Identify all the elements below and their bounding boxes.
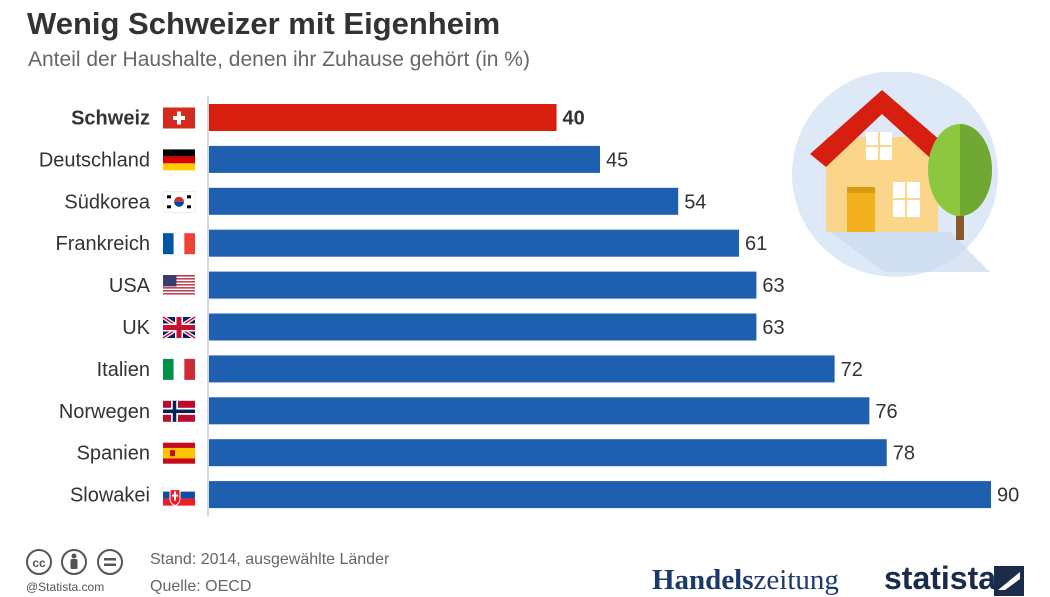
bar-norwegen [209, 397, 870, 425]
flag-kr-icon [162, 191, 196, 213]
by-icon [61, 549, 87, 575]
bar-italien [209, 355, 835, 383]
chart-title: Wenig Schweizer mit Eigenheim [27, 6, 501, 41]
category-label: Spanien [77, 443, 150, 465]
value-label: 40 [563, 108, 585, 130]
bar-uk [209, 313, 757, 341]
logo-hz-bold: Handels [652, 564, 754, 596]
value-label: 63 [762, 275, 784, 297]
house-icon [792, 72, 998, 277]
category-label: UK [122, 317, 150, 339]
footnote-status: Stand: 2014, ausgewählte Länder [150, 551, 390, 568]
cc-icon: cc [26, 549, 52, 575]
flag-es-icon [163, 442, 195, 464]
category-label: Deutschland [39, 149, 150, 171]
creative-commons-icons: cc [26, 549, 123, 575]
svg-text:cc: cc [32, 556, 46, 570]
footnote-source: Quelle: OECD [150, 578, 252, 595]
category-label: Frankreich [56, 233, 150, 255]
flag-no-icon [163, 400, 195, 422]
logo-hz-light: zeitung [753, 564, 839, 596]
value-label: 54 [684, 191, 706, 213]
category-label: Slowakei [70, 485, 150, 507]
bar-spanien [209, 439, 887, 467]
nd-icon [97, 549, 123, 575]
bar-schweiz [209, 104, 557, 131]
statista-logo[interactable]: statista [884, 560, 997, 596]
category-label: USA [109, 275, 151, 297]
bar-usa [209, 271, 757, 299]
value-label: 72 [841, 359, 863, 381]
bar-slowakei [209, 481, 991, 509]
statista-credit: @Statista.com [26, 580, 105, 594]
flag-uk-icon [161, 315, 197, 340]
value-label: 90 [997, 485, 1019, 507]
handelszeitung-logo[interactable]: Handelszeitung [652, 564, 839, 597]
value-label: 63 [762, 317, 784, 339]
flag-sk-icon [163, 484, 195, 507]
flag-ch-icon [163, 107, 195, 129]
category-label: Italien [97, 359, 150, 381]
value-label: 78 [893, 443, 915, 465]
chart-subtitle: Anteil der Haushalte, denen ihr Zuhause … [28, 48, 530, 71]
category-label: Norwegen [59, 401, 150, 423]
statista-mark-icon [994, 566, 1024, 596]
category-label: Schweiz [71, 108, 150, 130]
value-label: 61 [745, 233, 767, 255]
flag-de-icon [163, 149, 195, 171]
value-label: 76 [875, 401, 897, 423]
bar-chart: Schweiz Deutschland Südkorea Frankreich USA U… [39, 96, 1019, 516]
bar-südkorea [209, 187, 679, 215]
bar-frankreich [209, 229, 740, 257]
bar-deutschland [209, 145, 600, 173]
value-label: 45 [606, 149, 628, 171]
category-label: Südkorea [64, 191, 150, 213]
flag-fr-icon [163, 233, 195, 255]
flag-it-icon [163, 358, 195, 380]
flag-us-icon [163, 275, 195, 297]
